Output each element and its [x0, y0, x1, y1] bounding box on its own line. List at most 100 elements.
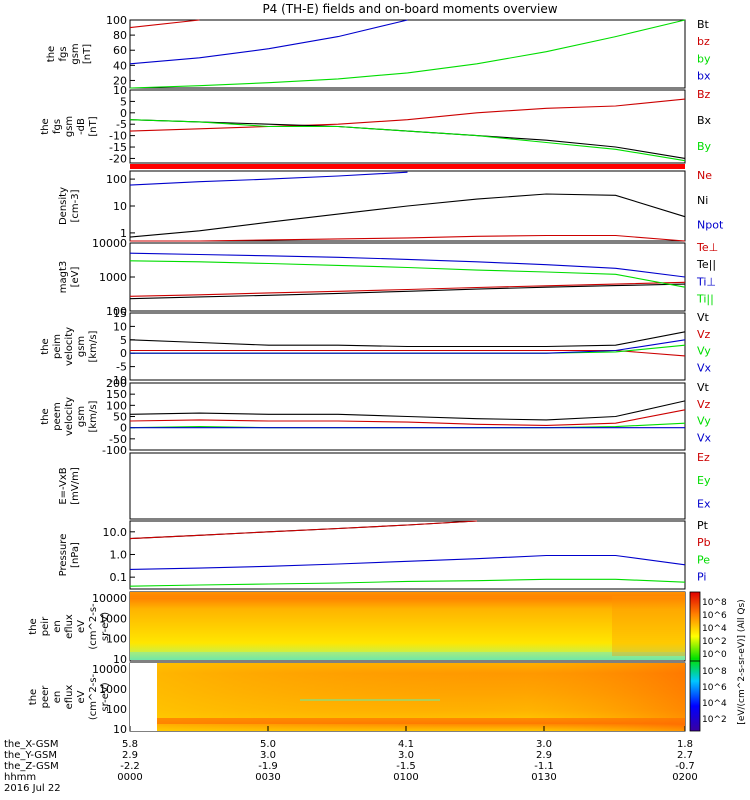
date-label: 2016 Jul 22: [4, 783, 61, 794]
y-tick-label: -10: [109, 130, 127, 143]
y-tick-label: 10000: [92, 663, 127, 676]
series-line-npot: [129, 171, 408, 186]
legend-label: Ti⊥: [696, 275, 716, 288]
x-axis-value: 0130: [531, 772, 556, 783]
y-tick-label: 10: [113, 200, 127, 213]
y-axis-label-line: -dB: [76, 118, 87, 135]
y-tick-label: 15: [113, 307, 127, 320]
series-line-pb: [129, 520, 477, 540]
x-axis-value: 2.7: [677, 750, 693, 761]
y-tick-label: 10: [113, 320, 127, 333]
legend-label: Pe: [697, 553, 710, 566]
y-tick-label: -15: [109, 141, 127, 154]
y-axis-label-line: [eV]: [70, 267, 81, 288]
y-tick-label: 10: [113, 723, 127, 736]
ion-energy-flux-spectrogram: [130, 592, 685, 660]
series-line-by: [129, 119, 686, 162]
y-tick-label: 0: [120, 107, 127, 120]
panel-9: 10000 1000 100 10 the peir en eflux eV (cm^2-s-sr…: [28, 591, 686, 666]
series-line-bz: [129, 19, 200, 29]
y-tick-label: 1000: [99, 683, 127, 696]
series-line-ti: [129, 260, 686, 288]
x-axis-value: 0100: [393, 772, 418, 783]
y-tick-label: 40: [113, 59, 127, 72]
colorbar-label: [eV/(cm^2-s-sr-eV)] (All Qs): [737, 599, 747, 724]
y-axis-label-line: eflux: [64, 614, 75, 639]
y-tick-label: -5: [116, 361, 127, 374]
series-line-vt: [129, 400, 686, 421]
y-axis-label-line: sr-eV): [100, 682, 111, 711]
legend-label: Vy: [697, 345, 711, 358]
colorbar-tick-label: 10^6: [702, 611, 727, 621]
legend-label: Ez: [697, 451, 710, 464]
panel-frame: [129, 452, 686, 520]
x-axis-value: -2.2: [120, 761, 140, 772]
electron-spectrogram-green-streak: [300, 699, 440, 701]
y-tick-label: 10.0: [103, 526, 128, 539]
x-axis-value: 4.1: [398, 739, 414, 750]
y-tick-label: 80: [113, 29, 127, 42]
colorbar-tick-label: 10^0: [702, 650, 727, 660]
y-axis-label-line: velocity: [64, 397, 75, 436]
y-axis-label-line: en: [52, 620, 63, 633]
colorbar: 10^8 10^6 10^4 10^2 10^0 10^8 10^6 10^4 10^2 [eV…: [689, 591, 747, 732]
colorbar-tick-label: 10^2: [702, 715, 727, 725]
y-axis-label-line: the: [40, 118, 51, 134]
y-axis-label-line: (cm^2-s-: [88, 673, 99, 720]
series-line-ti: [129, 252, 686, 278]
series-line-vt: [129, 331, 686, 348]
series-line-pe: [129, 578, 686, 587]
colorbar-tick-label: 10^4: [702, 699, 727, 709]
x-axis-value: 0000: [117, 772, 142, 783]
x-axis-value: 3.0: [398, 750, 414, 761]
series-line-ni: [129, 193, 686, 238]
y-axis-label-line: fgs: [52, 119, 63, 134]
y-tick-label: 200: [106, 377, 127, 390]
legend-label: Ey: [697, 474, 711, 487]
panel-3: 100 10 1 Density [cm-3] Ne Ni Npot: [58, 169, 724, 242]
y-axis-label-line: the: [40, 408, 51, 424]
y-tick-label: 100: [106, 14, 127, 27]
legend-label: Pi: [697, 570, 706, 583]
y-tick-label: 20: [113, 74, 127, 87]
panel-frame: [129, 89, 686, 164]
legend-label: Ni: [697, 194, 708, 207]
legend-label: bx: [697, 69, 711, 82]
colorbar-ticks: 10^8 10^6 10^4 10^2 10^0 10^8 10^6 10^4 10^2: [702, 598, 727, 725]
y-axis-label-line: eV: [76, 690, 87, 703]
series-line-te: [129, 281, 686, 297]
legend-label: Vt: [697, 311, 710, 324]
panel-4: 10000 1000 100 magt3 [eV] Te⊥ Te|| Ti⊥ Ti||: [58, 237, 718, 318]
y-axis-label-line: en: [52, 691, 63, 704]
y-tick-label: 0.1: [110, 571, 128, 584]
legend-label: By: [697, 140, 712, 153]
figure-title: P4 (TH-E) fields and on-board moments ov…: [262, 2, 557, 16]
legend-label: Bx: [697, 114, 712, 127]
legend-label: Vx: [697, 362, 712, 375]
x-axis-value: -1.9: [258, 761, 278, 772]
colorbar-tick-label: 10^8: [702, 667, 727, 677]
panel-8: 10.0 1.0 0.1 Pressure [nPa] Pt Pb Pe Pi: [58, 519, 711, 590]
legend-label: Vy: [697, 415, 711, 428]
y-tick-label: 100: [106, 703, 127, 716]
colorbar-tick-label: 10^2: [702, 637, 727, 647]
y-tick-label: -20: [109, 152, 127, 165]
legend-label: Bz: [697, 88, 711, 101]
colorbar-tick-label: 10^6: [702, 683, 727, 693]
y-tick-label: 0: [120, 422, 127, 435]
x-axis-row-label: the_Z-GSM: [4, 761, 59, 772]
x-axis-value: -0.7: [675, 761, 695, 772]
y-axis-label-line: gsm: [64, 116, 75, 137]
y-axis-label-line: magt3: [58, 261, 69, 294]
electron-spectrogram-low-band: [157, 718, 685, 724]
ion-spectrogram-fill: [130, 592, 685, 660]
legend-label: Vx: [697, 432, 712, 445]
y-axis-label-line: [nT]: [88, 116, 99, 136]
y-axis-label-line: eflux: [64, 685, 75, 710]
y-tick-label: 10: [113, 84, 127, 97]
y-axis-label-line: the: [28, 689, 39, 705]
